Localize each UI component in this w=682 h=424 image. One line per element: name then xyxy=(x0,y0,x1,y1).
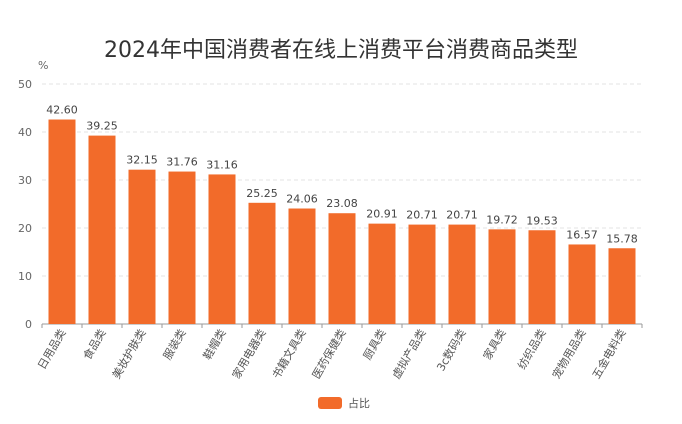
bar xyxy=(328,213,356,324)
bar xyxy=(88,135,116,324)
y-tick-label: 30 xyxy=(18,174,32,187)
data-label: 20.91 xyxy=(366,208,398,221)
x-tick-label: 食品类 xyxy=(80,327,109,363)
data-label: 15.78 xyxy=(606,232,638,245)
y-axis-unit: % xyxy=(38,59,48,72)
x-tick-label: 家具类 xyxy=(480,327,509,363)
data-label: 31.76 xyxy=(166,156,198,169)
bar xyxy=(448,224,476,324)
data-label: 25.25 xyxy=(246,187,278,200)
data-label: 24.06 xyxy=(286,193,318,206)
x-tick-label: 五金电料类 xyxy=(589,327,629,382)
x-tick-label: 书籍文具类 xyxy=(269,327,309,382)
bar xyxy=(368,223,396,324)
y-tick-label: 0 xyxy=(25,318,32,331)
bar xyxy=(528,230,556,324)
y-tick-label: 40 xyxy=(18,126,32,139)
y-tick-label: 50 xyxy=(18,78,32,91)
bar xyxy=(208,174,236,324)
data-label: 20.71 xyxy=(406,209,438,222)
data-label: 19.72 xyxy=(486,213,518,226)
data-label: 16.57 xyxy=(566,228,598,241)
bar xyxy=(168,171,196,324)
y-tick-label: 10 xyxy=(18,270,32,283)
x-tick-label: 服装类 xyxy=(160,327,189,363)
legend-label: 占比 xyxy=(348,396,370,410)
data-label: 39.25 xyxy=(86,120,118,133)
x-tick-label: 3c数码类 xyxy=(433,327,468,374)
bar xyxy=(488,229,516,324)
x-tick-label: 宠物用品类 xyxy=(549,327,589,382)
x-tick-label: 家用电器类 xyxy=(229,327,269,382)
bar xyxy=(128,169,156,324)
data-label: 31.16 xyxy=(206,158,238,171)
data-label: 42.60 xyxy=(46,104,78,117)
legend-swatch xyxy=(318,397,342,409)
bar xyxy=(248,202,276,324)
x-tick-label: 鞋帽类 xyxy=(200,327,229,363)
chart-title: 2024年中国消费者在线上消费平台消费商品类型 xyxy=(104,38,578,63)
data-label: 19.53 xyxy=(526,214,558,227)
x-tick-label: 医药保健类 xyxy=(309,327,349,382)
x-tick-label: 日用品类 xyxy=(34,327,68,372)
x-tick-label: 美妆护肤类 xyxy=(109,327,149,382)
x-tick-label: 纺织品类 xyxy=(514,327,548,372)
bar xyxy=(568,244,596,324)
bar xyxy=(48,119,76,325)
bar xyxy=(608,248,636,324)
bar xyxy=(408,224,436,324)
x-tick-label: 厨具类 xyxy=(360,327,389,363)
x-tick-label: 虚拟产品类 xyxy=(389,327,429,382)
y-tick-label: 20 xyxy=(18,222,32,235)
data-label: 23.08 xyxy=(326,197,358,210)
data-label: 32.15 xyxy=(126,154,158,167)
bar xyxy=(288,208,316,324)
data-label: 20.71 xyxy=(446,209,478,222)
